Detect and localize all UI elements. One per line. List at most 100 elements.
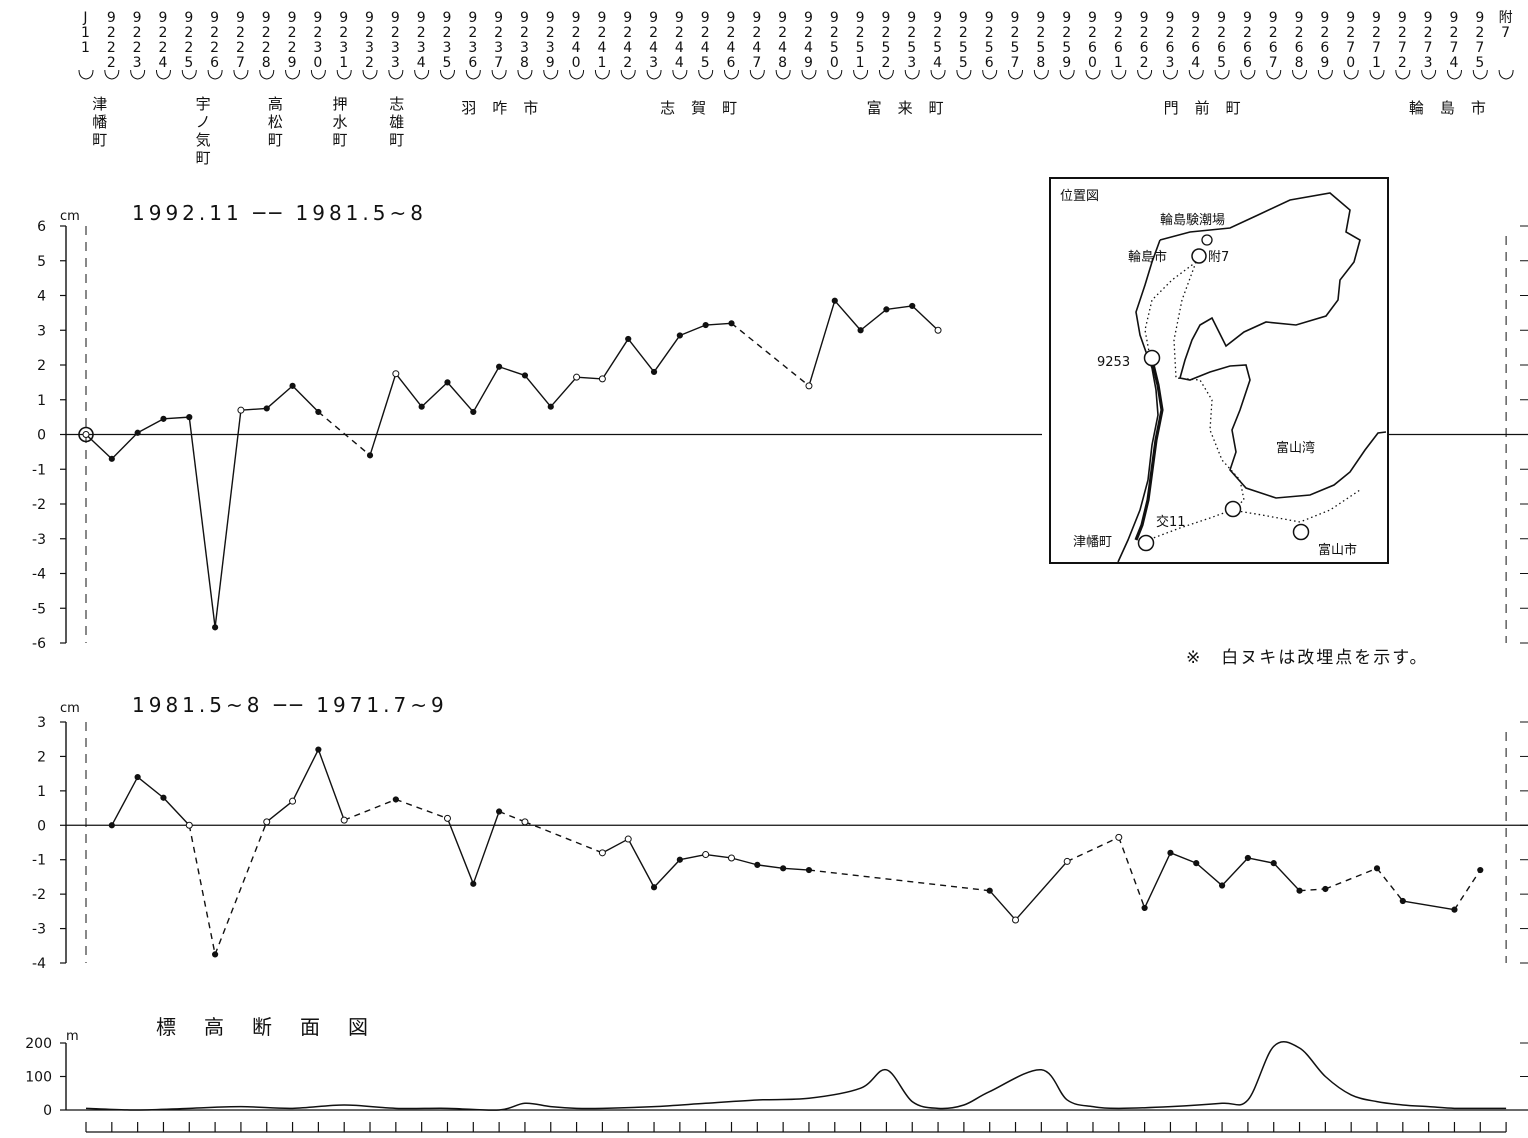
benchmark-label-char: 9	[443, 10, 453, 26]
series-segment	[757, 864, 784, 870]
benchmark-label-char: 7	[1372, 40, 1382, 56]
series-segment	[808, 869, 990, 892]
benchmark-label-char: 2	[752, 25, 762, 41]
benchmark-label-char: 7	[1475, 40, 1485, 56]
benchmark-label-char: 0	[1088, 55, 1098, 71]
series-segment	[446, 381, 474, 413]
benchmark-label-char: 9	[830, 10, 840, 26]
benchmark-bracket	[1214, 69, 1230, 80]
benchmark-label-char: 2	[985, 25, 995, 41]
data-point	[1270, 860, 1277, 867]
wajima-tide-station-marker	[1201, 234, 1213, 246]
benchmark-label-char: 2	[623, 25, 633, 41]
benchmark-label-char: 7	[236, 55, 246, 71]
series-segment	[783, 867, 810, 871]
benchmark-label-char: 3	[313, 40, 323, 56]
municipality-label-char: 水	[332, 113, 347, 131]
y-tick-label: 0	[37, 818, 46, 834]
benchmark-label-char: 1	[81, 25, 91, 41]
benchmark-bracket	[1343, 69, 1359, 80]
municipality-label-char: 町	[332, 131, 347, 149]
benchmark-label-char: 9	[804, 10, 814, 26]
benchmark-bracket	[1111, 69, 1127, 80]
benchmark-label-char: 2	[649, 25, 659, 41]
data-point	[134, 773, 141, 781]
benchmark-label-char: 2	[288, 40, 298, 56]
chart2-title: 1981.5~8 ── 1971.7~9	[132, 693, 448, 717]
data-point	[160, 415, 167, 422]
benchmark-label-char: 9	[546, 10, 556, 26]
benchmark-marker-fu7	[1191, 248, 1207, 264]
municipality-label: 押水町	[332, 95, 347, 149]
benchmark-label-char: 5	[907, 40, 917, 56]
benchmark-label-char: 0	[313, 55, 323, 71]
data-point-reburied	[340, 816, 348, 824]
benchmark-label-char: 9	[1424, 10, 1434, 26]
benchmark-label-char: 2	[1320, 25, 1330, 41]
benchmark-label-char: 7	[1449, 40, 1459, 56]
series-segment	[292, 385, 319, 413]
benchmark-label-char: 2	[262, 40, 272, 56]
data-point	[857, 327, 864, 334]
benchmark-label-char: 3	[443, 40, 453, 56]
benchmark-label-char: 2	[158, 25, 168, 41]
y-tick-label: -4	[32, 956, 46, 972]
benchmark-label-char: 2	[1140, 25, 1150, 41]
benchmark-label-char: 2	[856, 25, 866, 41]
benchmark-bracket	[594, 69, 610, 80]
benchmark-label-char: 9	[804, 55, 814, 71]
benchmark-label-char: 6	[985, 55, 995, 71]
data-point	[702, 321, 709, 329]
benchmark-label-char: 9	[727, 10, 737, 26]
benchmark-label-char: 4	[158, 55, 168, 71]
y-tick-label: -1	[32, 462, 46, 478]
benchmark-label-char: 9	[1036, 10, 1046, 26]
benchmark-label-char: 2	[133, 25, 143, 41]
benchmark-bracket	[1369, 69, 1385, 80]
data-point	[1373, 865, 1381, 872]
data-point	[909, 302, 916, 310]
chart3-axes: 200 100 0	[25, 1036, 1528, 1119]
benchmark-label-char: 7	[1269, 55, 1279, 71]
benchmark-bracket	[1421, 69, 1437, 80]
benchmark-label-char: 5	[1036, 40, 1046, 56]
benchmark-label-char: 2	[417, 25, 427, 41]
benchmark-label-char: 9	[1398, 10, 1408, 26]
y-tick-label: -4	[32, 567, 46, 583]
series-segment	[705, 853, 732, 859]
benchmark-bracket	[285, 69, 301, 80]
series-segment	[886, 305, 913, 311]
series-segment	[472, 366, 500, 413]
map-label-toyama-city: 富山市	[1318, 542, 1357, 558]
benchmark-bracket	[388, 69, 404, 80]
benchmark-label-char: 9	[881, 10, 891, 26]
benchmark-label-char: 7	[1501, 25, 1511, 41]
benchmark-label-char: 5	[881, 40, 891, 56]
benchmark-label-char: 2	[933, 25, 943, 41]
benchmark-label-char: 9	[572, 10, 582, 26]
benchmark-bracket	[1137, 69, 1153, 80]
benchmark-label-char: 9	[288, 10, 298, 26]
benchmark-label-char: 6	[1191, 40, 1201, 56]
data-point-reburied	[1012, 916, 1020, 924]
benchmark-label-char: 2	[1011, 25, 1021, 41]
series-segment	[1014, 860, 1068, 921]
benchmark-label-char: 2	[546, 25, 556, 41]
benchmark-bracket	[439, 69, 455, 80]
benchmark-label-char: 5	[933, 40, 943, 56]
series-segment	[137, 776, 164, 799]
benchmark-label-char: 9	[856, 10, 866, 26]
benchmark-label-char: 6	[1269, 40, 1279, 56]
benchmark-label-char: 9	[1114, 10, 1124, 26]
chart1-series	[78, 297, 942, 631]
benchmark-label-char: 3	[494, 40, 504, 56]
